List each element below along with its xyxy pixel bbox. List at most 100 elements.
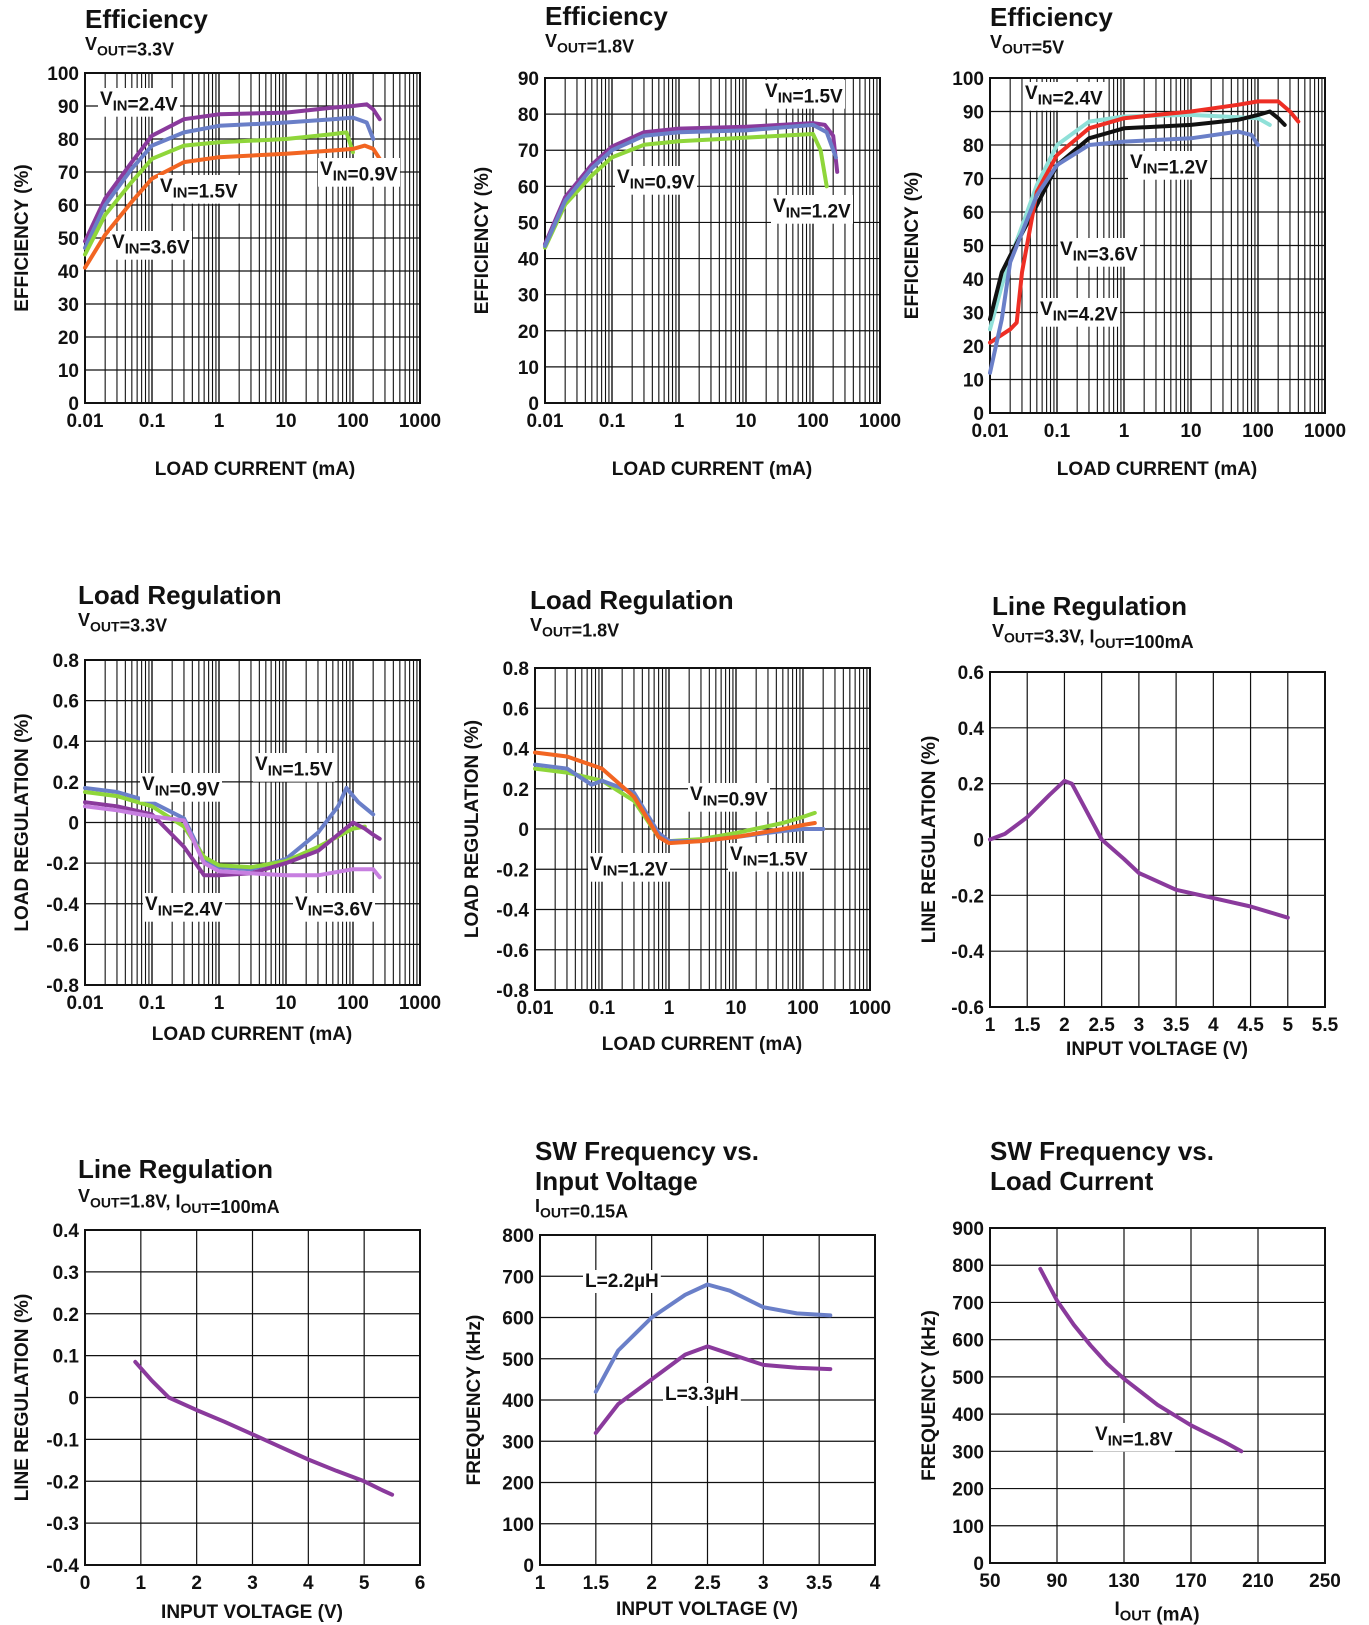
x-tick-label: 0.1 (1044, 421, 1071, 442)
series-annotation: VIN=1.5V (765, 81, 843, 108)
y-tick-label: 60 (58, 196, 79, 217)
chart-subtitle: IOUT=0.15A (535, 1196, 628, 1221)
annotation-background (1128, 151, 1211, 180)
annotation-background (1038, 298, 1121, 327)
y-axis-label: EFFICIENCY (%) (902, 172, 923, 319)
y-axis-label: LINE REGULATION (%) (12, 1294, 33, 1502)
y-tick-label: 50 (58, 229, 79, 250)
x-axis-label: INPUT VOLTAGE (V) (1066, 1039, 1248, 1060)
y-tick-label: 10 (963, 371, 984, 392)
x-axis-label: LOAD CURRENT (mA) (155, 459, 356, 480)
annotation-background (663, 1383, 741, 1406)
chart-panel-7 (84, 1229, 421, 1566)
annotation-background (158, 175, 241, 204)
y-tick-label: 90 (963, 103, 984, 124)
y-tick-label: 30 (518, 286, 539, 307)
y-tick-label: -0.8 (496, 981, 529, 1002)
plot-frame (84, 659, 421, 986)
chart-subtitle: VOUT=3.3V (78, 610, 167, 635)
series-annotation: VIN=1.8V (1095, 1424, 1173, 1451)
y-tick-label: -0.2 (46, 854, 79, 875)
x-tick-label: 6 (415, 1573, 426, 1594)
series-annotation: VIN=1.5V (730, 844, 808, 871)
y-tick-label: 400 (502, 1391, 534, 1412)
annotation-background (98, 88, 181, 117)
series-annotation: VIN=1.5V (160, 176, 238, 203)
y-tick-label: 200 (952, 1480, 984, 1501)
y-tick-label: 0.4 (958, 719, 985, 740)
y-tick-label: 500 (502, 1350, 534, 1371)
annotation-background (728, 843, 811, 872)
x-tick-label: 0.01 (527, 411, 564, 432)
grid (989, 671, 1326, 1008)
series-line (543, 121, 840, 247)
x-tick-label: 1 (214, 993, 225, 1014)
y-tick-label: 70 (58, 163, 79, 184)
series-annotation: VIN=1.5V (255, 754, 333, 781)
y-tick-label: 40 (518, 250, 539, 271)
x-tick-label: 1000 (1304, 421, 1346, 442)
annotation-background (318, 158, 401, 187)
x-tick-label: 5 (1282, 1015, 1293, 1036)
y-tick-label: 30 (963, 304, 984, 325)
series-line (533, 750, 817, 846)
x-tick-label: 1000 (399, 993, 441, 1014)
x-tick-label: 250 (1309, 1571, 1341, 1592)
x-tick-label: 2.5 (1088, 1015, 1115, 1036)
chart-panel-2 (543, 77, 881, 404)
series-annotation: VIN=4.2V (1040, 299, 1118, 326)
series-line (83, 102, 382, 244)
y-tick-label: -0.4 (496, 901, 529, 922)
chart-panel-5 (533, 667, 871, 991)
chart-subtitle: VOUT=1.8V (545, 31, 634, 56)
chart-title: Efficiency (85, 4, 208, 34)
annotation-background (763, 80, 846, 109)
x-tick-label: 5.5 (1312, 1015, 1339, 1036)
x-tick-label: 50 (979, 1571, 1000, 1592)
grid (84, 1229, 421, 1566)
x-tick-label: 0.1 (139, 411, 166, 432)
plot-frame (539, 1234, 876, 1566)
y-axis-label: EFFICIENCY (%) (472, 167, 493, 314)
y-tick-label: 80 (58, 130, 79, 151)
y-tick-label: 0.2 (53, 1305, 79, 1326)
series-annotation: VIN=3.6V (295, 894, 373, 921)
series-annotation: VIN=0.9V (690, 784, 768, 811)
y-tick-label: 100 (47, 64, 79, 85)
series-line (133, 1359, 395, 1497)
y-tick-label: 0 (528, 394, 539, 415)
grid (84, 659, 420, 986)
chart-subtitle: VOUT=3.3V (85, 34, 174, 59)
y-axis-label: LINE REGULATION (%) (919, 736, 940, 944)
x-tick-label: 0.01 (67, 411, 104, 432)
x-tick-label: 100 (337, 411, 369, 432)
x-tick-label: 5 (359, 1573, 370, 1594)
grid (989, 1227, 1326, 1564)
y-tick-label: 0.8 (503, 659, 529, 680)
x-axis-label: INPUT VOLTAGE (V) (161, 1602, 343, 1623)
annotation-background (1058, 238, 1141, 267)
x-tick-label: 1 (136, 1573, 147, 1594)
x-tick-label: 1 (1119, 421, 1130, 442)
series-line (83, 115, 376, 250)
y-tick-label: 60 (963, 203, 984, 224)
chart-subtitle: VOUT=3.3V, IOUT=100mA (992, 621, 1194, 652)
series-line (83, 786, 376, 872)
x-axis-label: LOAD CURRENT (mA) (612, 459, 813, 480)
annotation-background (110, 231, 193, 260)
series-annotation: VIN=2.4V (1025, 83, 1103, 110)
chart-title: SW Frequency vs. (990, 1136, 1214, 1166)
x-tick-label: 10 (275, 993, 296, 1014)
annotation-background (588, 853, 671, 882)
x-tick-label: 2.5 (694, 1573, 721, 1594)
plot-frame (989, 77, 1326, 414)
x-tick-label: 3 (1134, 1015, 1145, 1036)
y-tick-label: 10 (58, 361, 79, 382)
x-axis-label: INPUT VOLTAGE (V) (616, 1599, 798, 1620)
y-tick-label: 20 (963, 337, 984, 358)
y-tick-label: 700 (502, 1267, 534, 1288)
y-tick-label: 0 (68, 814, 79, 835)
chart-panel-1 (83, 72, 421, 404)
series-line (533, 762, 826, 844)
